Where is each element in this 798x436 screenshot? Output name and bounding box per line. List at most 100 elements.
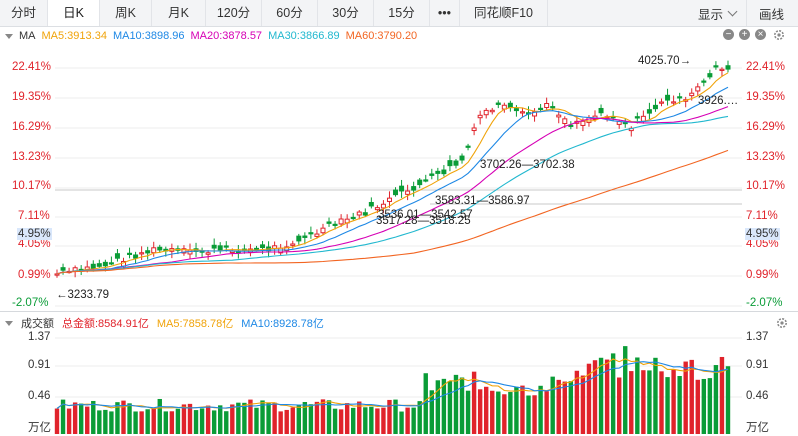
candle-body [326,221,332,224]
ma20-value: MA20:3878.57 [190,30,263,42]
volume-bar [66,408,72,434]
volume-bar [248,399,253,434]
volume-bar [381,407,386,434]
collapse-triangle-icon[interactable] [5,320,13,326]
volume-bar [623,346,628,434]
tab-60min[interactable]: 60分 [262,0,318,26]
volume-bar [266,403,271,434]
candle-body [556,114,562,118]
volume-bar [532,395,537,434]
volume-bar [629,371,634,434]
current-value-tag-left: 4.95% [17,228,52,240]
volume-bar [653,357,658,434]
volume-bar [344,403,350,434]
volume-bar [477,389,483,434]
ma-line [56,115,729,275]
candle-body [435,170,441,174]
ma-title[interactable]: MA [19,30,36,42]
candle-body [495,102,501,105]
tab-monthly-k[interactable]: 月K [152,0,206,26]
f10-button[interactable]: 同花顺F10 [460,0,548,26]
volume-bar [351,407,356,434]
candle-body [719,68,725,71]
volume-bar [490,390,495,434]
volume-bar [411,407,416,434]
axis-right-label: -2.07% [746,297,783,309]
display-menu-label[interactable]: 显示 [697,7,723,22]
close-icon[interactable]: × [755,29,766,40]
candle-body [689,92,695,97]
volume-chart[interactable] [0,330,798,436]
candle-body [380,203,386,209]
candle-body [145,250,151,254]
axis-left-label: 13.23% [12,151,52,163]
volume-bar [641,370,646,434]
volume-bar [592,360,598,434]
volume-bar [544,391,549,434]
panel-divider [0,311,798,312]
draw-line-button[interactable]: 画线 [758,7,784,22]
volume-bar [502,394,507,434]
volume-title[interactable]: 成交额 [21,318,54,330]
candle-body [320,227,326,234]
settings-icon[interactable] [776,317,788,329]
candle-body [139,252,145,255]
volume-bar [181,404,187,434]
volume-bar [465,390,471,434]
candle-body [253,247,259,251]
tab-120min[interactable]: 120分 [206,0,262,26]
volume-bar [399,411,404,434]
volume-bar [423,373,428,434]
volume-bar [604,359,610,434]
volume-total: 总金额:8584.91亿 [62,318,149,330]
candle-body [568,124,574,127]
volume-bar [429,390,434,434]
candle-body [314,233,320,237]
candle-body [538,107,544,111]
volume-bar [610,353,616,434]
ma-line [56,149,729,275]
volume-bar [187,403,193,434]
volume-bar [127,403,132,434]
volume-bar [441,378,447,434]
volume-axis-label-right: 0.91 [746,359,769,371]
volume-bar [205,405,211,434]
volume-bar [338,409,344,434]
chevron-down-icon[interactable] [727,6,738,17]
candle-body [586,117,592,123]
candle-body [260,244,266,248]
collapse-triangle-icon[interactable] [5,33,13,39]
volume-bar [483,386,489,434]
tab-30min[interactable]: 30分 [318,0,374,26]
candle-body [713,65,719,68]
tab-weekly-k[interactable]: 周K [100,0,152,26]
more-periods-button[interactable]: ••• [430,0,460,26]
plus-icon[interactable]: + [739,29,750,40]
volume-bar [405,407,410,434]
volume-bar [514,386,519,434]
candle-body [640,115,646,122]
axis-right-label: 7.11% [746,210,778,222]
candle-body [513,108,519,112]
tab-timeshare[interactable]: 分时 [0,0,48,26]
candle-body [453,160,459,166]
candle-body [90,263,96,270]
axis-right-label: 19.35% [746,91,786,103]
volume-bar [254,407,259,434]
candle-body [507,102,513,109]
tab-15min[interactable]: 15分 [374,0,430,26]
minus-icon[interactable]: − [723,29,734,40]
candle-body [459,155,465,161]
candlestick-chart[interactable]: 4025.70→ ←3233.79 3926.… 3702.26—3702.38… [0,44,798,312]
candle-body [695,86,701,92]
ma10-value: MA10:3898.96 [112,30,185,42]
candle-body [223,245,229,248]
volume-bar [586,363,592,434]
settings-icon[interactable] [773,29,785,41]
tab-daily-k[interactable]: 日K [48,0,100,26]
candle-body [114,253,120,259]
candle-body [217,245,223,251]
candle-body [411,186,417,191]
volume-bar [145,409,150,434]
volume-axis-label: 1.37 [28,331,51,343]
